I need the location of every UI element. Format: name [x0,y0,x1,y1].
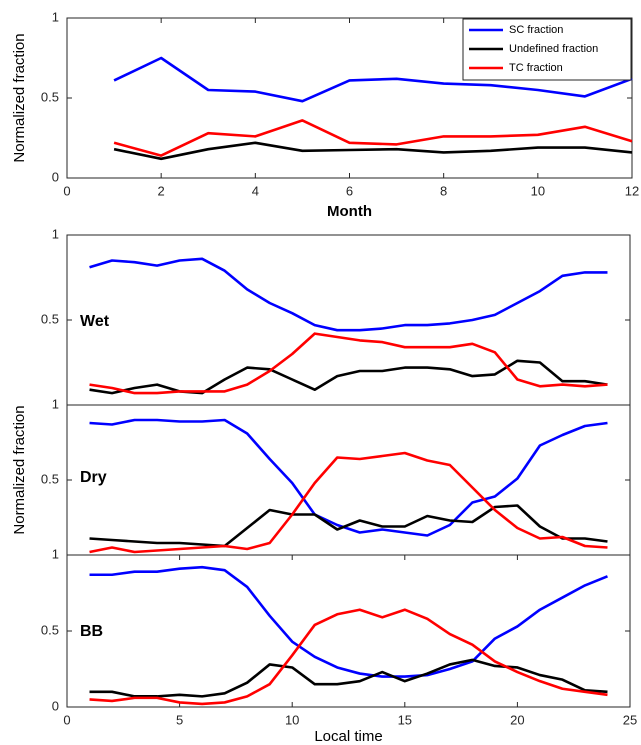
x-tick-label: 2 [158,183,165,198]
y-tick-label: 1 [52,546,59,561]
y-tick-label: 0.5 [41,471,59,486]
panel-label: Wet [80,313,110,330]
y-tick-label: 1 [52,396,59,411]
panel-label: BB [80,623,103,640]
series-line [113,56,633,103]
series-line [113,141,633,161]
x-axis-label: Month [327,203,372,220]
series-line [89,359,608,395]
y-tick-label: 0 [52,169,59,184]
series-line [89,332,608,395]
series-line [89,257,608,332]
x-tick-label: 8 [440,183,447,198]
series-line [89,418,608,537]
series-line [89,504,608,548]
y-tick-label: 0.5 [41,89,59,104]
y-tick-label: 0 [52,698,59,713]
x-tick-label: 25 [623,712,637,727]
series-line [113,119,633,157]
x-tick-label: 10 [531,183,545,198]
y-tick-label: 1 [52,226,59,241]
plot-area [66,404,631,556]
legend-label: SC fraction [509,24,563,36]
x-tick-label: 12 [625,183,639,198]
legend: SC fraction Undefined fraction TC fraction [462,18,632,81]
panel-label: Dry [80,469,107,486]
series-line [89,451,608,554]
y-tick-label: 1 [52,9,59,24]
plot-area [66,234,631,406]
x-tick-label: 6 [346,183,353,198]
y-tick-label: 0.5 [41,622,59,637]
legend-label: Undefined fraction [509,43,598,55]
x-tick-label: 10 [285,712,299,727]
legend-label: TC fraction [509,62,563,74]
y-tick-label: 0.5 [41,311,59,326]
series-line [89,608,608,706]
x-tick-label: 20 [510,712,524,727]
y-axis-label: Normalized fraction [11,33,28,162]
x-tick-label: 4 [252,183,259,198]
x-axis-label: Local time [314,728,382,745]
y-axis-label: Normalized fraction [11,405,28,534]
x-tick-label: 15 [398,712,412,727]
x-tick-label: 0 [63,712,70,727]
x-tick-label: 5 [176,712,183,727]
series-line [89,565,608,678]
series-line [89,658,608,698]
x-tick-label: 0 [63,183,70,198]
